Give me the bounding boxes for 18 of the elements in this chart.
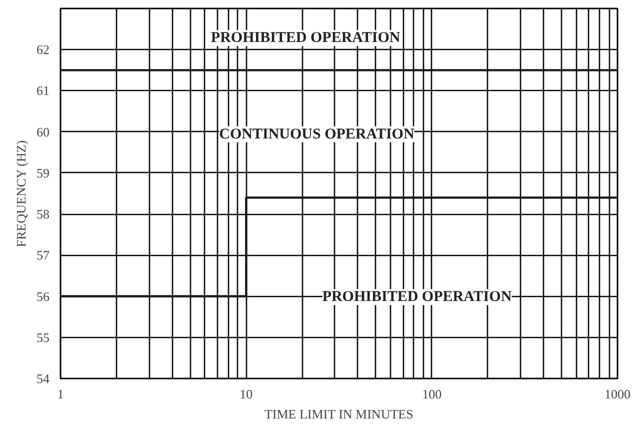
annotation: PROHIBITED OPERATION [210, 30, 400, 46]
y-tick-label: 61 [36, 83, 50, 98]
y-tick-label: 58 [36, 206, 50, 222]
y-tick-label: 62 [36, 42, 50, 58]
y-tick-label: 56 [36, 288, 50, 304]
y-tick-label: 60 [36, 124, 50, 140]
x-tick-label: 10 [240, 386, 253, 402]
x-tick-label: 1 [57, 386, 64, 402]
annotation: CONTINUOUS OPERATION [219, 126, 414, 142]
x-axis-title: TIME LIMIT IN MINUTES [264, 406, 414, 422]
y-tick-label: 59 [36, 165, 50, 180]
annotation: PROHIBITED OPERATION [322, 289, 512, 306]
y-tick-label: 57 [36, 248, 50, 263]
y-axis-title: FREQUENCY (HZ) [14, 140, 28, 248]
x-tick-label: 100 [422, 386, 442, 402]
y-tick-label: 55 [36, 330, 50, 345]
y-tick-label: 54 [36, 371, 50, 386]
x-tick-label: 1000 [604, 386, 630, 402]
